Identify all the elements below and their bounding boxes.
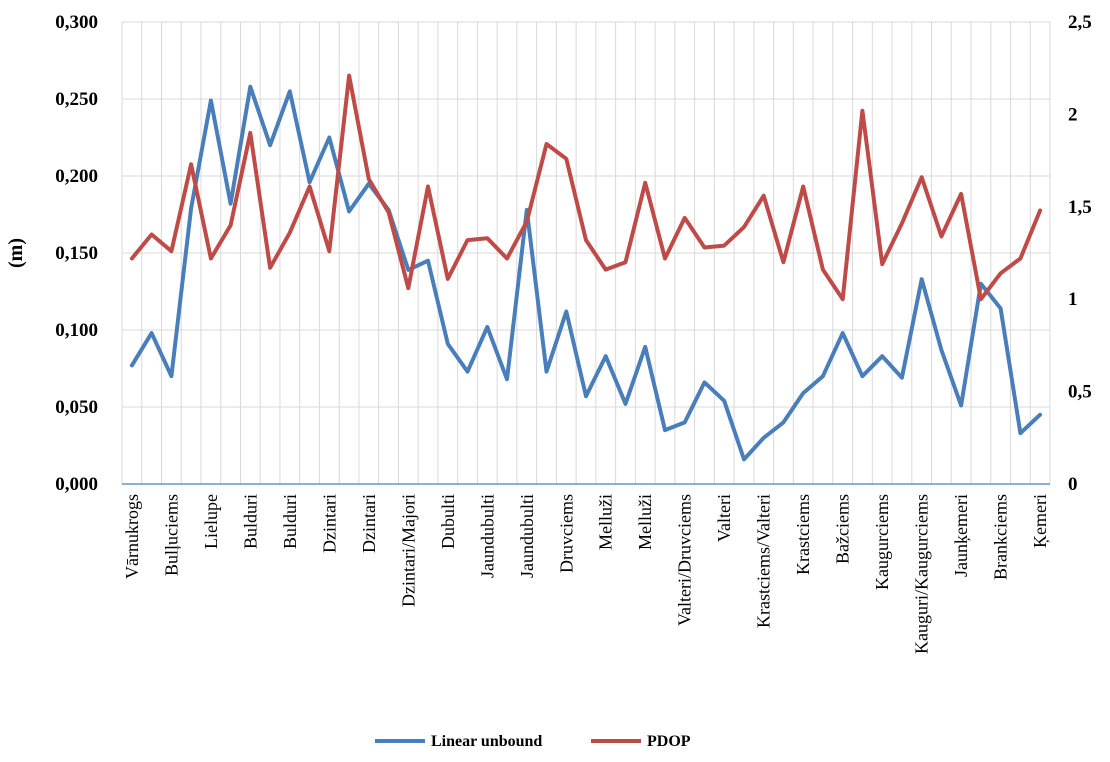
legend-label-linear-unbound: Linear unbound <box>431 733 542 750</box>
y-left-tick-label: 0,150 <box>55 243 98 264</box>
x-tick-label: Krastciems/Valteri <box>754 494 774 628</box>
x-tick-label: Bulduri <box>240 494 260 549</box>
x-tick-label: Jaundubulti <box>477 494 497 578</box>
x-tick-label: Bulduri <box>280 494 300 549</box>
x-tick-label: Valteri/Druvciems <box>675 494 695 626</box>
tick-labels: 0,000 0,050 0,100 0,150 0,200 0,250 0,300 0 0,5 1… <box>5 12 1092 654</box>
x-tick-label: Vārnukrogs <box>122 494 142 579</box>
y-right-tick-label: 0 <box>1068 474 1078 495</box>
x-tick-label: Druvciems <box>556 494 576 573</box>
y-right-tick-label: 0,5 <box>1068 382 1092 403</box>
y-left-tick-label: 0,300 <box>55 12 98 33</box>
y-right-tick-label: 2 <box>1068 104 1078 125</box>
y-right-tick-label: 1,5 <box>1068 197 1092 218</box>
x-tick-label: Ķemeri <box>1030 494 1050 548</box>
x-tick-label: Dzintari/Majori <box>398 494 418 607</box>
x-tick-label: Brankciems <box>991 494 1011 580</box>
x-tick-label: Kauguri/Kaugurciems <box>912 494 932 654</box>
y-left-tick-label: 0,000 <box>55 474 98 495</box>
series-line-linear-unbound <box>129 84 1043 462</box>
y-left-tick-label: 0,100 <box>55 320 98 341</box>
series-lines <box>129 73 1043 462</box>
x-tick-label: Bažciems <box>833 494 853 564</box>
y-right-tick-label: 1 <box>1068 289 1078 310</box>
x-tick-label: Krastciems <box>793 494 813 575</box>
y-right-tick-label: 2,5 <box>1068 12 1092 33</box>
y-left-tick-label: 0,250 <box>55 89 98 110</box>
legend: Linear unbound PDOP <box>375 733 691 750</box>
series-line-pdop <box>129 73 1043 302</box>
x-tick-label: Lielupe <box>201 494 221 549</box>
x-tick-label: Bulļuciems <box>161 494 181 576</box>
y-axis-title: (m) <box>5 238 27 268</box>
x-tick-label: Dzintari <box>319 494 339 553</box>
x-tick-label: Valteri <box>714 494 734 542</box>
x-tick-label: Melluži <box>596 494 616 550</box>
y-left-tick-label: 0,200 <box>55 166 98 187</box>
x-tick-label: Dzintari <box>359 494 379 553</box>
x-tick-label: Kaugurciems <box>872 494 892 590</box>
x-tick-label: Jaundubulti <box>517 494 537 578</box>
legend-label-pdop: PDOP <box>647 733 691 750</box>
gridlines <box>121 21 1051 484</box>
x-tick-label: Jaunķemeri <box>951 494 971 577</box>
y-left-tick-label: 0,050 <box>55 397 98 418</box>
x-tick-label: Melluži <box>635 494 655 550</box>
x-tick-label: Dubulti <box>438 494 458 549</box>
